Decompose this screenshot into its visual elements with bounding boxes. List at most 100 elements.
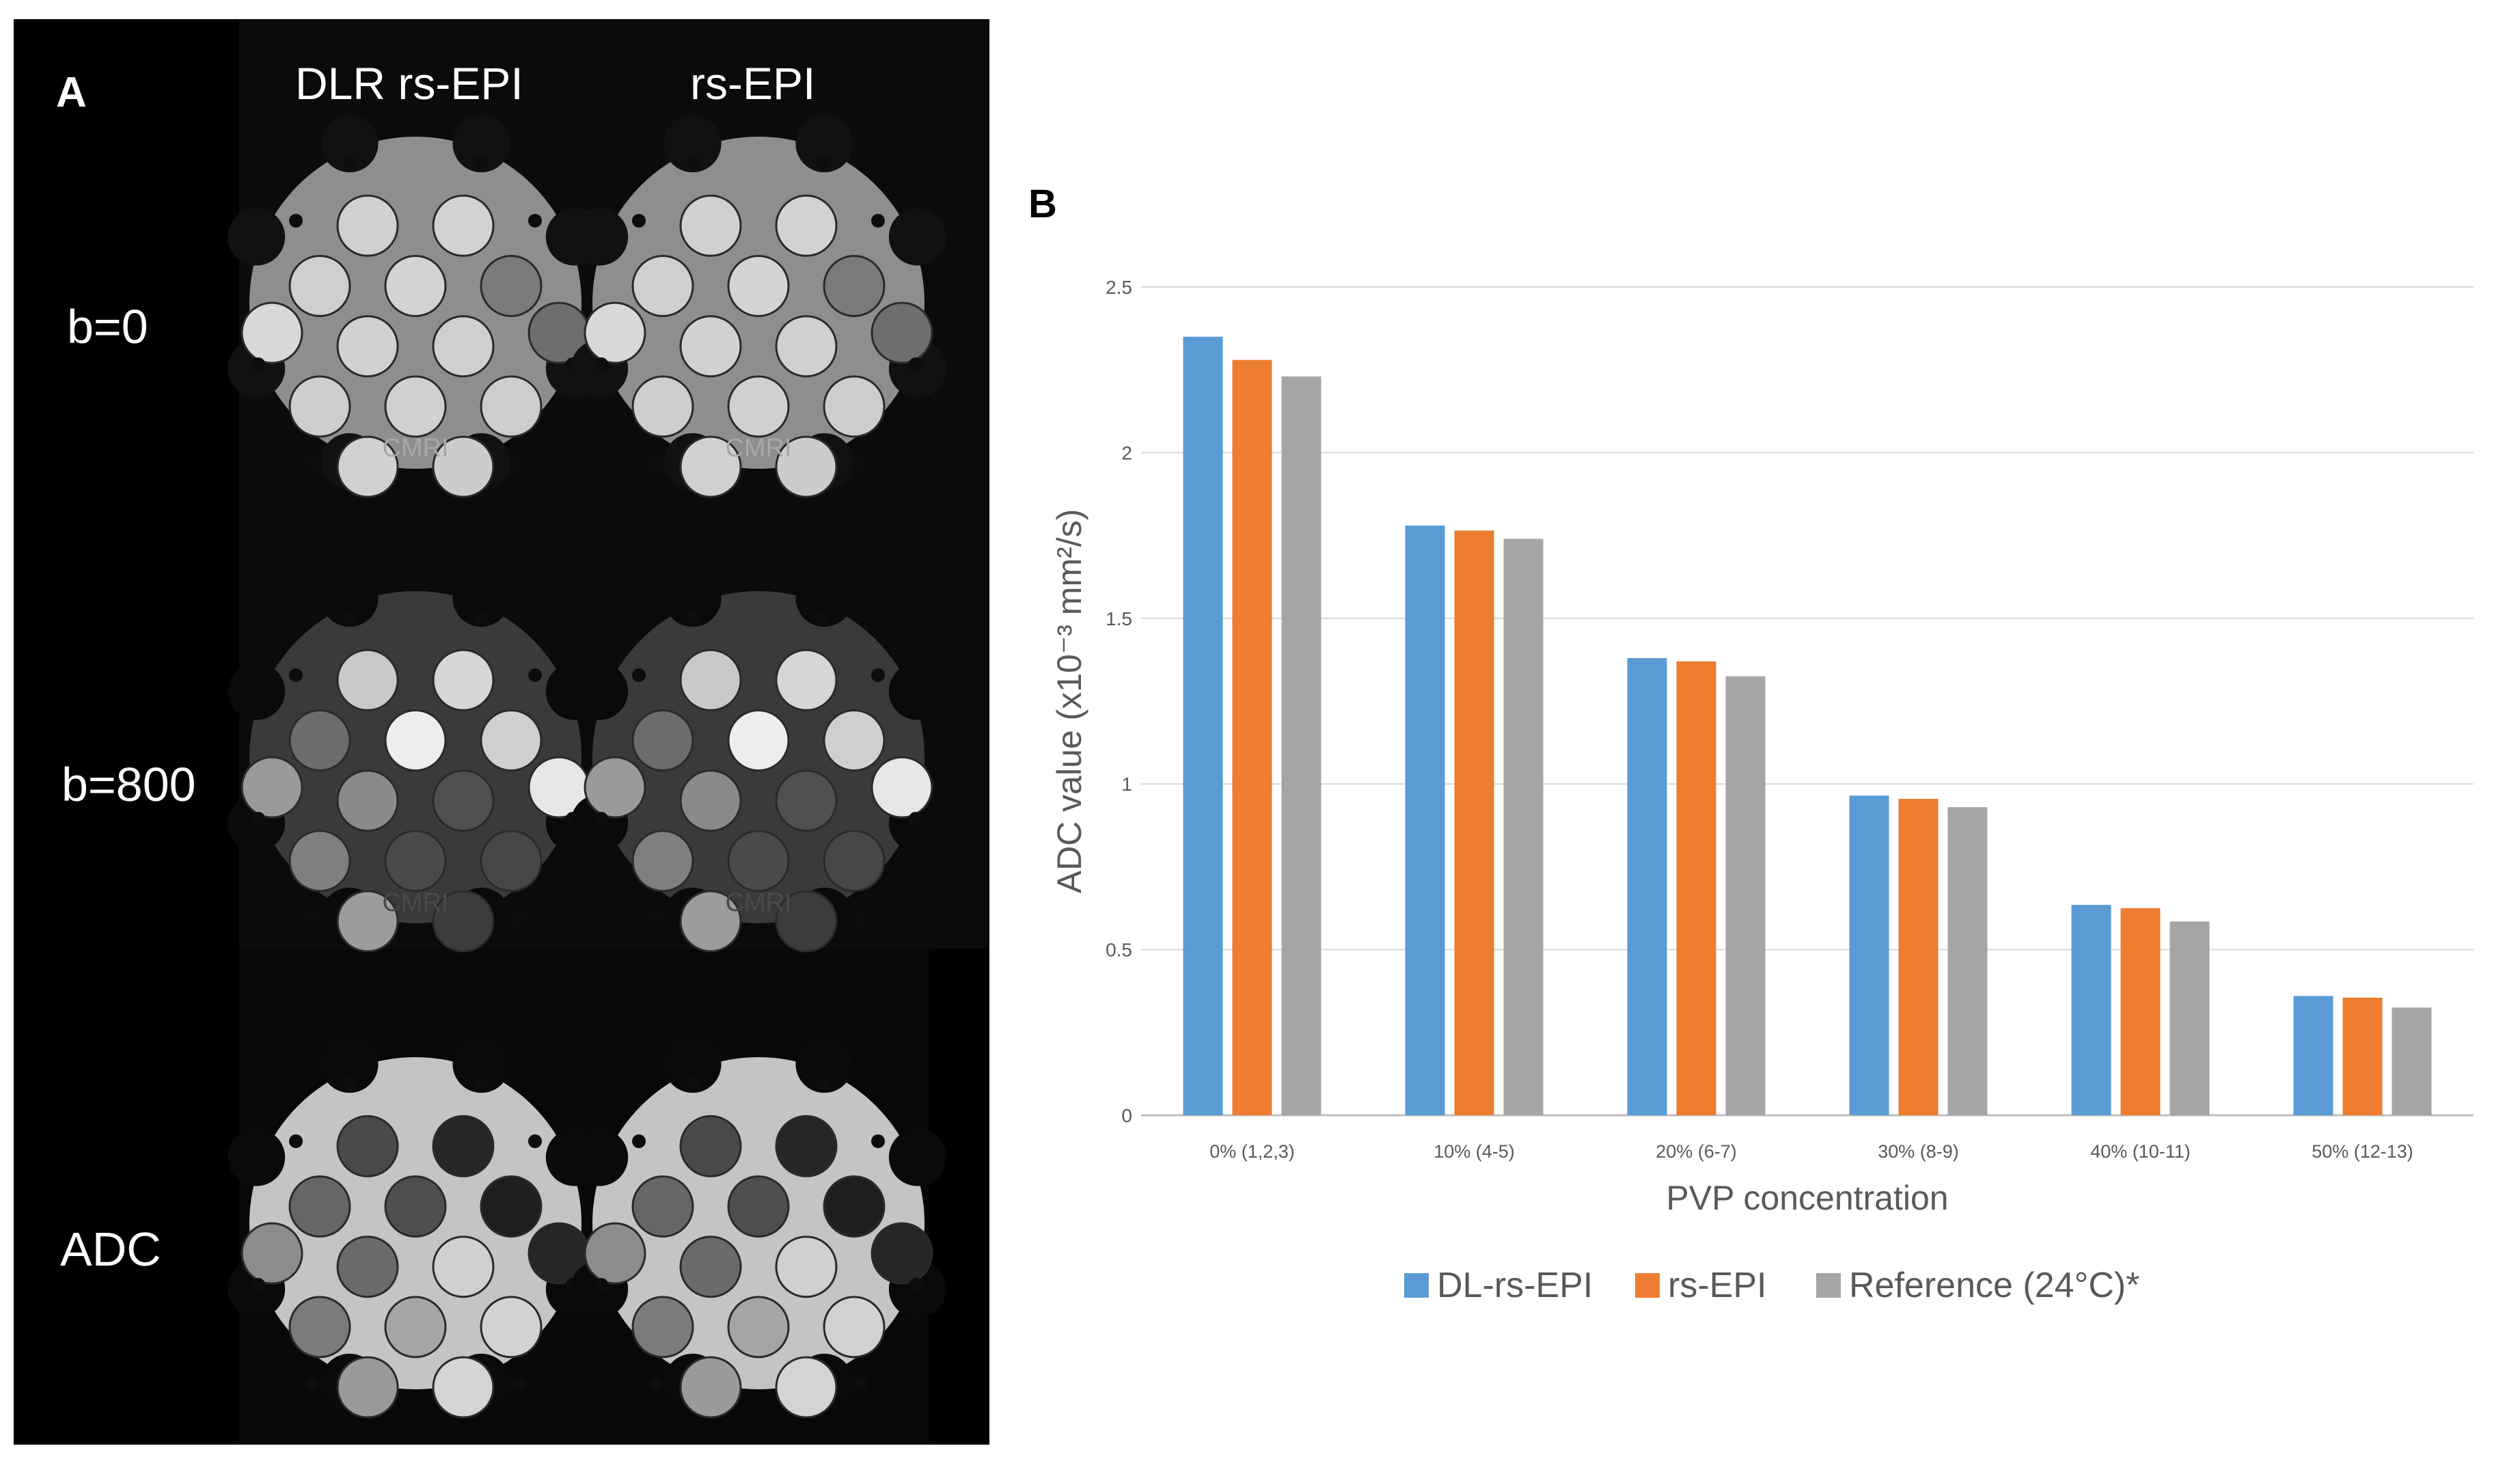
phantom-vial: [480, 1175, 543, 1238]
bar-chart: B 0 0.5 1 1.5 2 2.5 0% (1,2,3) 10% (4-5) 20% (6-7…: [1028, 182, 2474, 1305]
phantom-hole: [649, 911, 663, 925]
column-label-dlr-rs-epi: DLR rs-EPI: [295, 58, 523, 109]
phantom-vial: [384, 1175, 447, 1238]
phantom-notch: [320, 1035, 379, 1093]
phantom-hole: [871, 214, 885, 228]
phantom-notch: [888, 208, 946, 266]
phantom-vial: [775, 435, 838, 498]
phantom-hole: [344, 1076, 357, 1090]
phantom-vial: [775, 194, 838, 257]
phantom-vial: [432, 1356, 495, 1419]
y-tick-label-1: 0.5: [1106, 940, 1132, 961]
phantom-vial: [288, 830, 351, 892]
phantom-vial: [775, 649, 838, 711]
x-tick-label-1: 0% (1,2,3): [1209, 1141, 1295, 1162]
bar-1-4: [1849, 795, 1889, 1115]
phantom-vial: [336, 194, 399, 257]
phantom-vial: [727, 709, 790, 772]
phantom-vial: [336, 1115, 399, 1177]
bar-1-3: [1627, 657, 1667, 1115]
phantom-vial: [679, 1236, 742, 1298]
x-tick-label-2: 10% (4-5): [1434, 1141, 1515, 1162]
phantom-hole: [474, 156, 487, 169]
phantom-vial: [775, 315, 838, 378]
phantom-hole: [511, 911, 525, 925]
phantom-vial: [336, 1236, 399, 1298]
phantom-hole: [289, 1134, 303, 1148]
phantom-hole: [871, 668, 885, 682]
phantom-hole: [511, 1377, 525, 1391]
phantom-notch: [795, 1035, 853, 1093]
phantom-vial: [631, 1296, 694, 1359]
phantom-hole: [909, 1278, 922, 1292]
phantom-notch: [228, 662, 286, 720]
bar-1-6: [2293, 996, 2333, 1115]
phantom-vial: [679, 194, 742, 257]
phantom-watermark: CMRI: [725, 888, 791, 917]
phantom-hole: [909, 357, 922, 371]
phantom-vial: [336, 315, 399, 378]
phantom-vial: [679, 890, 742, 953]
phantom-hole: [289, 668, 303, 682]
x-tick-label-5: 40% (10-11): [2090, 1141, 2191, 1162]
phantom-vial: [871, 301, 933, 364]
phantom-vial: [480, 255, 543, 317]
phantom-hole: [528, 214, 542, 228]
phantom-vial: [823, 375, 886, 438]
phantom-hole: [306, 1377, 320, 1391]
phantom-hole: [649, 1377, 663, 1391]
phantom-watermark: CMRI: [382, 434, 448, 463]
phantom-vial: [727, 830, 790, 892]
bar-2-6: [2342, 997, 2383, 1115]
phantom-vial: [432, 769, 495, 832]
phantom-vial: [241, 1222, 303, 1285]
phantom-vial: [480, 709, 543, 772]
phantom-vial: [823, 1296, 886, 1359]
legend-label-3: Reference (24°C)*: [1849, 1266, 2139, 1305]
x-tick-label-3: 20% (6-7): [1656, 1141, 1737, 1162]
phantom-notch: [452, 1035, 510, 1093]
row-label-adc: ADC: [60, 1223, 161, 1276]
phantom-hole: [854, 456, 868, 470]
bar-2-1: [1232, 359, 1272, 1115]
phantom-hole: [817, 610, 830, 624]
bar-3-4: [1947, 807, 1988, 1115]
phantom-vial: [432, 1115, 495, 1177]
phantom-vial: [432, 890, 495, 953]
phantom-vial: [384, 830, 447, 892]
phantom-b800-rs: CMRI: [571, 569, 946, 953]
bar-3-1: [1281, 376, 1321, 1115]
bar-2-3: [1676, 661, 1716, 1115]
phantom-hole: [344, 610, 357, 624]
phantom-notch: [320, 115, 379, 173]
y-tick-label-3: 1.5: [1106, 608, 1132, 629]
phantom-vial: [288, 255, 351, 317]
phantom-vial: [432, 1236, 495, 1298]
phantom-hole: [251, 812, 265, 826]
bar-1-5: [2071, 905, 2111, 1115]
bar-2-5: [2120, 908, 2161, 1115]
phantom-hole: [854, 911, 868, 925]
phantom-hole: [871, 1134, 885, 1148]
phantom-hole: [594, 812, 608, 826]
phantom-hole: [649, 456, 663, 470]
phantom-hole: [528, 668, 542, 682]
phantom-hole: [474, 610, 487, 624]
phantom-hole: [817, 1076, 830, 1090]
phantom-vial: [727, 375, 790, 438]
phantom-hole: [306, 911, 320, 925]
phantom-vial: [631, 375, 694, 438]
phantom-vial: [679, 769, 742, 832]
phantom-vial: [432, 194, 495, 257]
legend-swatch-1: [1404, 1273, 1429, 1298]
phantom-vial: [679, 315, 742, 378]
phantom-hole: [687, 1076, 700, 1090]
phantom-vial: [432, 315, 495, 378]
bar-1-1: [1183, 336, 1223, 1116]
phantom-b0-rs: CMRI: [571, 115, 946, 498]
phantom-vial: [432, 435, 495, 498]
phantom-notch: [452, 115, 510, 173]
phantom-vial: [775, 769, 838, 832]
bar-2-4: [1898, 799, 1939, 1115]
phantom-vial: [480, 1296, 543, 1359]
